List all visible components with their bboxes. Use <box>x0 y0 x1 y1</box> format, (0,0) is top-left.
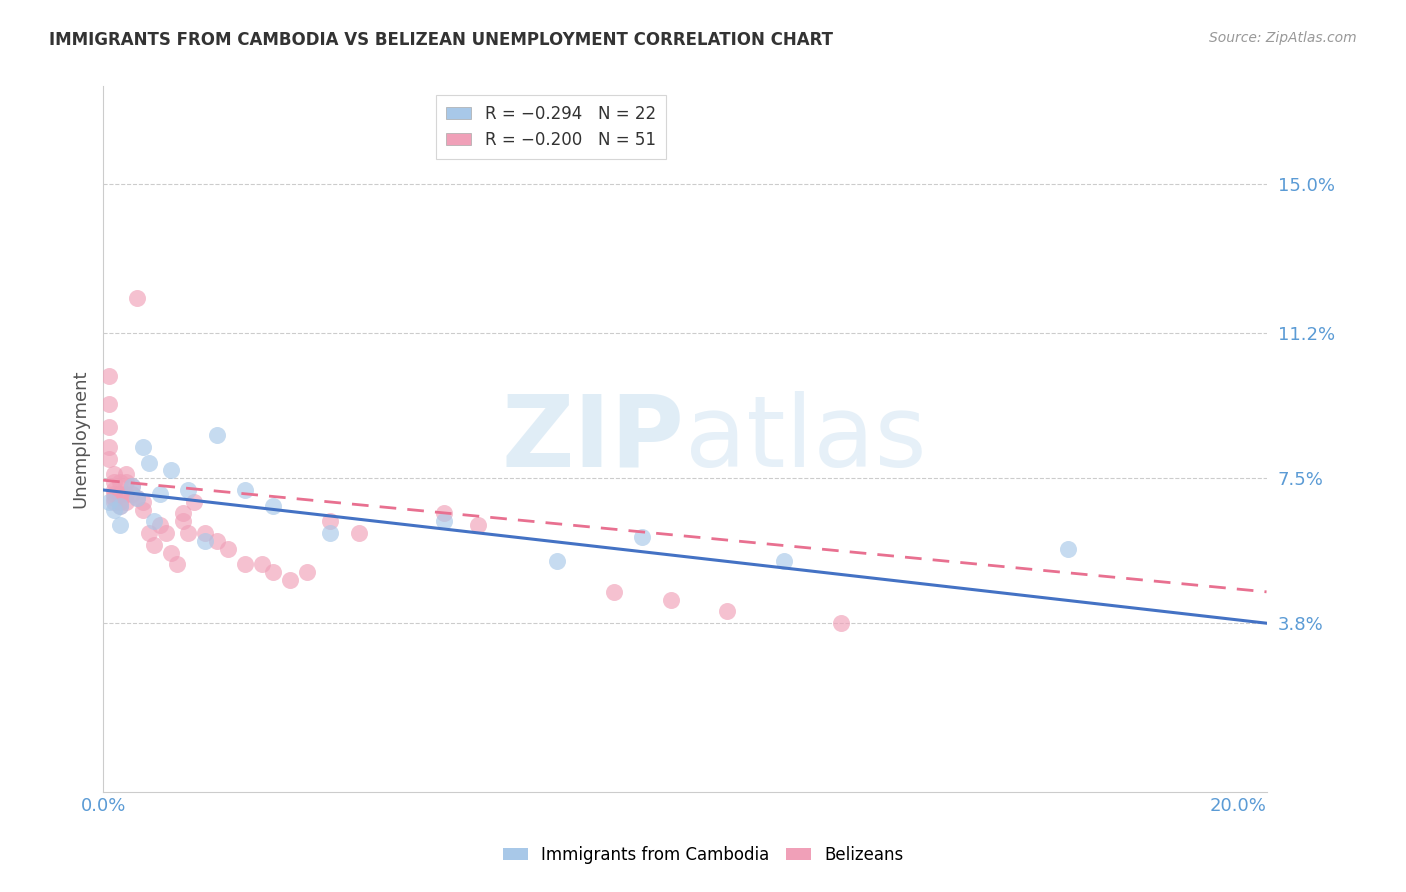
Point <box>108 487 131 501</box>
Point <box>108 494 131 508</box>
Point <box>97 494 120 508</box>
Point <box>138 526 160 541</box>
Point <box>194 533 217 548</box>
Point <box>155 526 177 541</box>
Point <box>659 592 682 607</box>
Point <box>97 369 120 384</box>
Point <box>205 533 228 548</box>
Point <box>603 585 626 599</box>
Point <box>546 553 568 567</box>
Point <box>108 499 131 513</box>
Legend: R = −0.294   N = 22, R = −0.200   N = 51: R = −0.294 N = 22, R = −0.200 N = 51 <box>436 95 666 159</box>
Legend: Immigrants from Cambodia, Belizeans: Immigrants from Cambodia, Belizeans <box>496 839 910 871</box>
Point <box>217 541 239 556</box>
Point <box>166 558 188 572</box>
Point <box>97 397 120 411</box>
Point <box>143 514 166 528</box>
Point <box>183 494 205 508</box>
Text: atlas: atlas <box>685 391 927 488</box>
Point <box>121 479 143 493</box>
Point <box>631 530 654 544</box>
Point <box>773 553 796 567</box>
Point <box>280 573 302 587</box>
Point <box>103 494 125 508</box>
Text: Source: ZipAtlas.com: Source: ZipAtlas.com <box>1209 31 1357 45</box>
Point <box>127 291 149 305</box>
Point <box>143 538 166 552</box>
Point <box>132 502 155 516</box>
Point <box>347 526 370 541</box>
Point <box>319 514 342 528</box>
Point <box>121 479 143 493</box>
Point <box>1057 541 1080 556</box>
Text: ZIP: ZIP <box>502 391 685 488</box>
Point <box>114 494 136 508</box>
Point <box>97 451 120 466</box>
Point <box>114 475 136 490</box>
Point <box>262 566 284 580</box>
Point <box>205 428 228 442</box>
Point <box>114 487 136 501</box>
Point <box>433 507 456 521</box>
Point <box>297 566 319 580</box>
Point <box>103 475 125 490</box>
Point <box>103 491 125 505</box>
Point <box>97 440 120 454</box>
Point <box>233 483 256 497</box>
Point <box>121 487 143 501</box>
Point <box>160 463 183 477</box>
Point <box>716 604 738 618</box>
Point <box>172 507 194 521</box>
Point <box>97 420 120 434</box>
Point <box>172 514 194 528</box>
Y-axis label: Unemployment: Unemployment <box>72 370 89 508</box>
Point <box>433 514 456 528</box>
Point <box>132 494 155 508</box>
Point <box>108 518 131 533</box>
Point <box>138 456 160 470</box>
Point <box>160 546 183 560</box>
Point <box>194 526 217 541</box>
Point <box>132 440 155 454</box>
Point <box>114 467 136 482</box>
Point <box>319 526 342 541</box>
Point <box>262 499 284 513</box>
Point <box>177 526 200 541</box>
Point <box>108 499 131 513</box>
Point <box>250 558 273 572</box>
Point <box>103 502 125 516</box>
Text: IMMIGRANTS FROM CAMBODIA VS BELIZEAN UNEMPLOYMENT CORRELATION CHART: IMMIGRANTS FROM CAMBODIA VS BELIZEAN UNE… <box>49 31 834 49</box>
Point <box>108 475 131 490</box>
Point <box>127 491 149 505</box>
Point <box>103 483 125 497</box>
Point <box>127 491 149 505</box>
Point <box>830 616 852 631</box>
Point <box>467 518 489 533</box>
Point <box>103 487 125 501</box>
Point <box>149 487 172 501</box>
Point <box>103 467 125 482</box>
Point <box>149 518 172 533</box>
Point <box>177 483 200 497</box>
Point <box>233 558 256 572</box>
